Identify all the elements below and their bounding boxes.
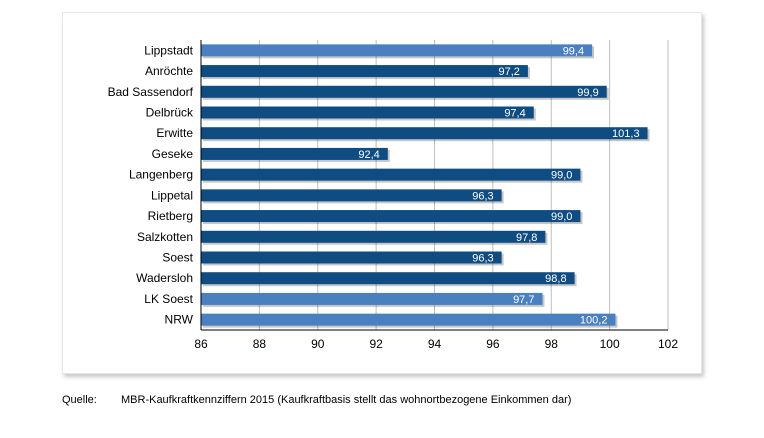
data-label: 96,3 (472, 253, 493, 265)
data-label: 98,8 (545, 273, 566, 285)
category-label: Lippstadt (144, 43, 193, 57)
data-label: 92,4 (358, 149, 379, 161)
bar-chart: 86 88 90 92 94 96 98 100 102 Lippstadt 99,4 Anröcht… (108, 40, 678, 351)
category-label: Soest (162, 251, 193, 265)
x-tick-label: 86 (194, 337, 208, 351)
data-label: 97,7 (513, 294, 534, 306)
category-label: Lippetal (151, 188, 193, 202)
category-label: Erwitte (156, 126, 193, 140)
x-tick-label: 90 (311, 337, 325, 351)
data-label: 99,0 (551, 170, 572, 182)
chart-panel: 86 88 90 92 94 96 98 100 102 Lippstadt 99,4 Anröcht… (62, 12, 702, 374)
bar (201, 85, 607, 98)
category-label: Bad Sassendorf (108, 85, 194, 99)
category-label: Rietberg (148, 209, 193, 223)
category-label: Wadersloh (136, 271, 193, 285)
bar (201, 230, 546, 243)
category-label: Delbrück (146, 106, 194, 120)
data-label: 96,3 (472, 190, 493, 202)
data-label: 100,2 (580, 315, 608, 327)
category-label: NRW (165, 313, 194, 327)
bar (201, 292, 543, 305)
bar (201, 313, 616, 326)
bar (201, 251, 502, 264)
x-tick-label: 92 (369, 337, 383, 351)
bar (201, 44, 593, 57)
bar (201, 65, 528, 78)
x-tick-label: 88 (253, 337, 267, 351)
bar (201, 106, 534, 119)
category-label: Salzkotten (137, 230, 193, 244)
bar (201, 189, 502, 202)
bar (201, 272, 575, 285)
source-text: MBR-Kaufkraftkennziffern 2015 (Kaufkraft… (121, 394, 572, 406)
x-tick-label: 98 (545, 337, 559, 351)
category-label: LK Soest (144, 292, 193, 306)
category-label: Langenberg (129, 168, 193, 182)
x-tick-label: 102 (658, 337, 678, 351)
data-label: 97,2 (498, 66, 519, 78)
category-label: Anröchte (145, 64, 193, 78)
data-label: 99,4 (563, 45, 584, 57)
data-label: 99,9 (577, 87, 598, 99)
x-tick-label: 94 (428, 337, 442, 351)
x-tick-label: 100 (600, 337, 620, 351)
bar (201, 210, 581, 223)
bar (201, 127, 648, 140)
category-label: Geseke (152, 147, 194, 161)
data-label: 101,3 (612, 128, 640, 140)
x-tick-label: 96 (486, 337, 500, 351)
source-label: Quelle: (62, 394, 97, 406)
data-label: 97,8 (516, 232, 537, 244)
data-label: 99,0 (551, 211, 572, 223)
data-label: 97,4 (504, 108, 525, 120)
bar (201, 168, 581, 181)
bar (201, 147, 388, 160)
